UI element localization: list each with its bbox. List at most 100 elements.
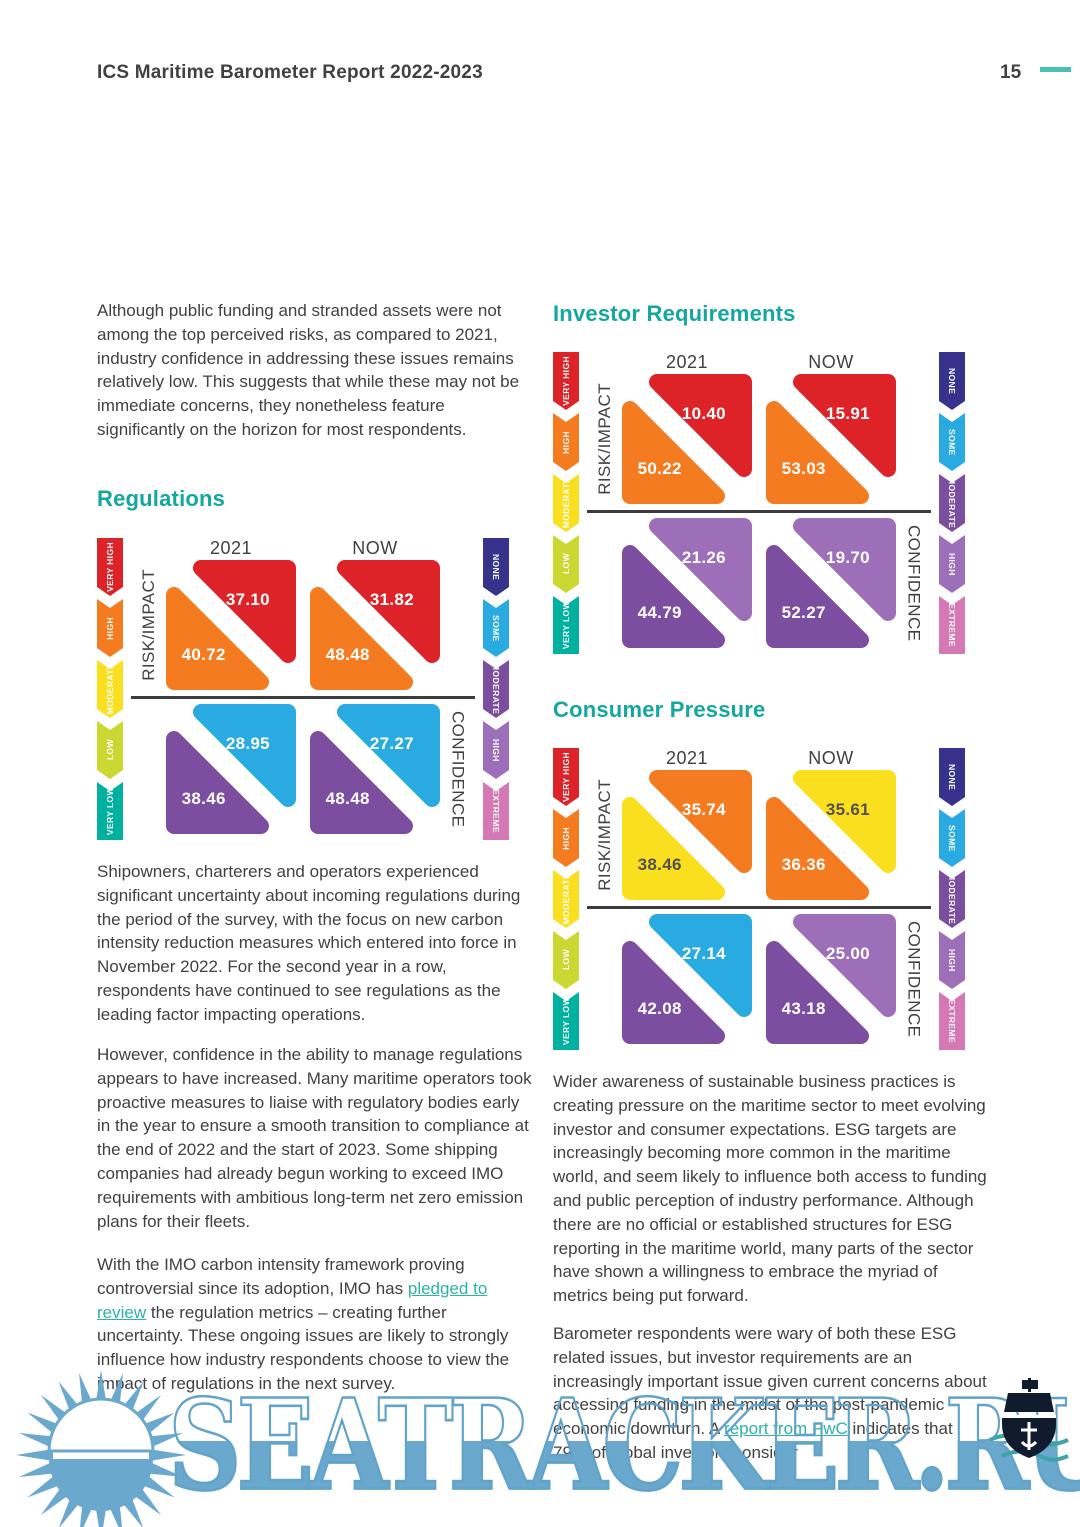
scale-segment-label: MODERATE — [947, 873, 957, 925]
confidence-scale-segment-moderate: MODERATE — [483, 660, 509, 718]
risk-scale-segment-very-low: VERY LOW — [97, 782, 123, 840]
confidence-now-triangles — [766, 914, 896, 1044]
scale-segment-label: EXTREME — [947, 999, 957, 1043]
confidence-now-triangles — [766, 518, 896, 648]
investor-requirements-heading: Investor Requirements — [553, 301, 796, 326]
confidence-scale-segment-moderate: MODERATE — [939, 474, 965, 532]
risk-scale-segment-very-high: VERY HIGH — [553, 352, 579, 410]
scale-segment-label: VERY HIGH — [105, 542, 115, 592]
risk-scale-segment-very-low: VERY LOW — [553, 596, 579, 654]
confidence-2021-top-value: 21.26 — [681, 548, 726, 568]
risk-2021-square: 10.40 50.22 — [622, 374, 752, 504]
confidence-2021-bottom-value: 44.79 — [637, 602, 682, 622]
scale-segment-label: HIGH — [105, 616, 115, 640]
risk-scale-segment-moderate: MODERATE — [97, 660, 123, 718]
scale-segment-label: HIGH — [561, 826, 571, 850]
risk-now-triangles — [766, 770, 896, 900]
confidence-2021-square: 21.26 44.79 — [622, 518, 752, 648]
risk-now-bottom-value: 36.36 — [781, 854, 826, 874]
scale-segment-label: HIGH — [561, 430, 571, 454]
risk-2021-triangles — [622, 770, 752, 900]
risk-2021-bottom-value: 40.72 — [181, 644, 226, 664]
risk-scale-segment-high: HIGH — [553, 413, 579, 471]
confidence-now-top-value: 19.70 — [825, 548, 870, 568]
risk-scale-segment-moderate: MODERATE — [553, 474, 579, 532]
chart-divider-line — [587, 905, 931, 909]
scale-segment-label: VERY LOW — [561, 600, 571, 650]
confidence-scale-bar: NONE SOME MODERATE HIGH EXTREME — [939, 352, 965, 654]
scale-segment-label: HIGH — [947, 552, 957, 576]
chart-grid: 2021 NOW RISK/IMPACT 37.10 40.72 31.82 48.… — [131, 538, 475, 834]
ship-icon — [989, 1378, 1069, 1462]
scale-segment-label: SOME — [947, 428, 957, 456]
confidence-2021-square: 28.95 38.46 — [166, 704, 296, 834]
confidence-now-bottom-value: 48.48 — [325, 788, 370, 808]
column-label-now: NOW — [352, 538, 398, 558]
regulations-chart: VERY HIGH HIGH MODERATE LOW VERY LOW 2021 NOW R… — [97, 538, 534, 840]
scale-segment-label: MODERATE — [491, 663, 501, 715]
scale-segment-label: SOME — [947, 824, 957, 852]
confidence-2021-triangles — [622, 914, 752, 1044]
paragraph-text: the regulation metrics – creating furthe… — [97, 1302, 510, 1393]
pledged-to-review-link[interactable]: pledged to review — [97, 1278, 488, 1322]
chart-grid: 2021 NOW RISK/IMPACT 10.40 50.22 15.91 53.… — [587, 352, 931, 648]
risk-scale-segment-very-high: VERY HIGH — [553, 748, 579, 806]
consumer-paragraph-2: Barometer respondents were wary of both … — [553, 1322, 990, 1465]
confidence-axis-label: CONFIDENCE — [904, 920, 924, 1038]
scale-segment-label: MODERATE — [947, 477, 957, 529]
confidence-scale-segment-some: SOME — [939, 413, 965, 471]
paragraph-text: With the IMO carbon intensity framework … — [97, 1255, 465, 1298]
risk-scale-segment-low: LOW — [97, 721, 123, 779]
column-label-now: NOW — [808, 748, 854, 768]
confidence-scale-segment-high: HIGH — [483, 721, 509, 779]
left-column: Although public funding and stranded ass… — [97, 0, 534, 1527]
confidence-scale-segment-none: NONE — [939, 748, 965, 806]
risk-now-bottom-value: 48.48 — [325, 644, 370, 664]
paragraph-text: Barometer respondents were wary of both … — [553, 1324, 987, 1439]
scale-segment-label: EXTREME — [947, 603, 957, 647]
scale-segment-label: LOW — [105, 739, 115, 761]
confidence-scale-segment-extreme: EXTREME — [939, 992, 965, 1050]
scale-segment-label: EXTREME — [491, 789, 501, 833]
risk-scale-bar: VERY HIGH HIGH MODERATE LOW VERY LOW — [553, 748, 579, 1050]
confidence-axis-label: CONFIDENCE — [904, 524, 924, 642]
intro-paragraph: Although public funding and stranded ass… — [97, 301, 520, 439]
scale-segment-label: SOME — [491, 614, 501, 642]
risk-scale-segment-low: LOW — [553, 535, 579, 593]
regulations-paragraph-3: With the IMO carbon intensity framework … — [97, 1253, 534, 1396]
scale-segment-label: VERY HIGH — [561, 356, 571, 406]
risk-2021-top-value: 37.10 — [225, 590, 270, 610]
risk-2021-bottom-value: 38.46 — [637, 854, 682, 874]
scale-segment-label: HIGH — [947, 948, 957, 972]
column-label-now: NOW — [808, 352, 854, 372]
consumer-pressure-chart: VERY HIGH HIGH MODERATE LOW VERY LOW 2021 NOW R… — [553, 748, 990, 1050]
pwc-report-link[interactable]: report from PwC — [724, 1419, 848, 1439]
risk-impact-axis-label: RISK/IMPACT — [594, 779, 614, 891]
confidence-scale-bar: NONE SOME MODERATE HIGH EXTREME — [939, 748, 965, 1050]
regulations-paragraph-1: Shipowners, charterers and operators exp… — [97, 862, 521, 1024]
risk-now-top-value: 31.82 — [369, 590, 414, 610]
chart-grid: 2021 NOW RISK/IMPACT 35.74 38.46 35.61 36.… — [587, 748, 931, 1044]
confidence-2021-top-value: 28.95 — [225, 734, 270, 754]
confidence-now-square: 25.00 43.18 — [766, 914, 896, 1044]
risk-scale-bar: VERY HIGH HIGH MODERATE LOW VERY LOW — [553, 352, 579, 654]
consumer-pressure-heading: Consumer Pressure — [553, 697, 766, 722]
chart-divider-line — [587, 509, 931, 513]
confidence-2021-top-value: 27.14 — [681, 944, 726, 964]
risk-scale-segment-moderate: MODERATE — [553, 870, 579, 928]
risk-2021-bottom-value: 50.22 — [637, 458, 682, 478]
risk-2021-square: 37.10 40.72 — [166, 560, 296, 690]
confidence-scale-segment-high: HIGH — [939, 931, 965, 989]
confidence-now-square: 27.27 48.48 — [310, 704, 440, 834]
scale-segment-label: VERY LOW — [105, 786, 115, 836]
confidence-scale-bar: NONE SOME MODERATE HIGH EXTREME — [483, 538, 509, 840]
report-title: ICS Maritime Barometer Report 2022-2023 — [97, 62, 483, 83]
risk-now-triangles — [310, 560, 440, 690]
regulations-heading: Regulations — [97, 486, 226, 511]
confidence-scale-segment-some: SOME — [939, 809, 965, 867]
paragraph-text: indicates that 79% of global investors c… — [553, 1419, 953, 1462]
risk-now-square: 35.61 36.36 — [766, 770, 896, 900]
risk-scale-segment-high: HIGH — [97, 599, 123, 657]
scale-segment-label: VERY HIGH — [561, 752, 571, 802]
confidence-2021-triangles — [166, 704, 296, 834]
